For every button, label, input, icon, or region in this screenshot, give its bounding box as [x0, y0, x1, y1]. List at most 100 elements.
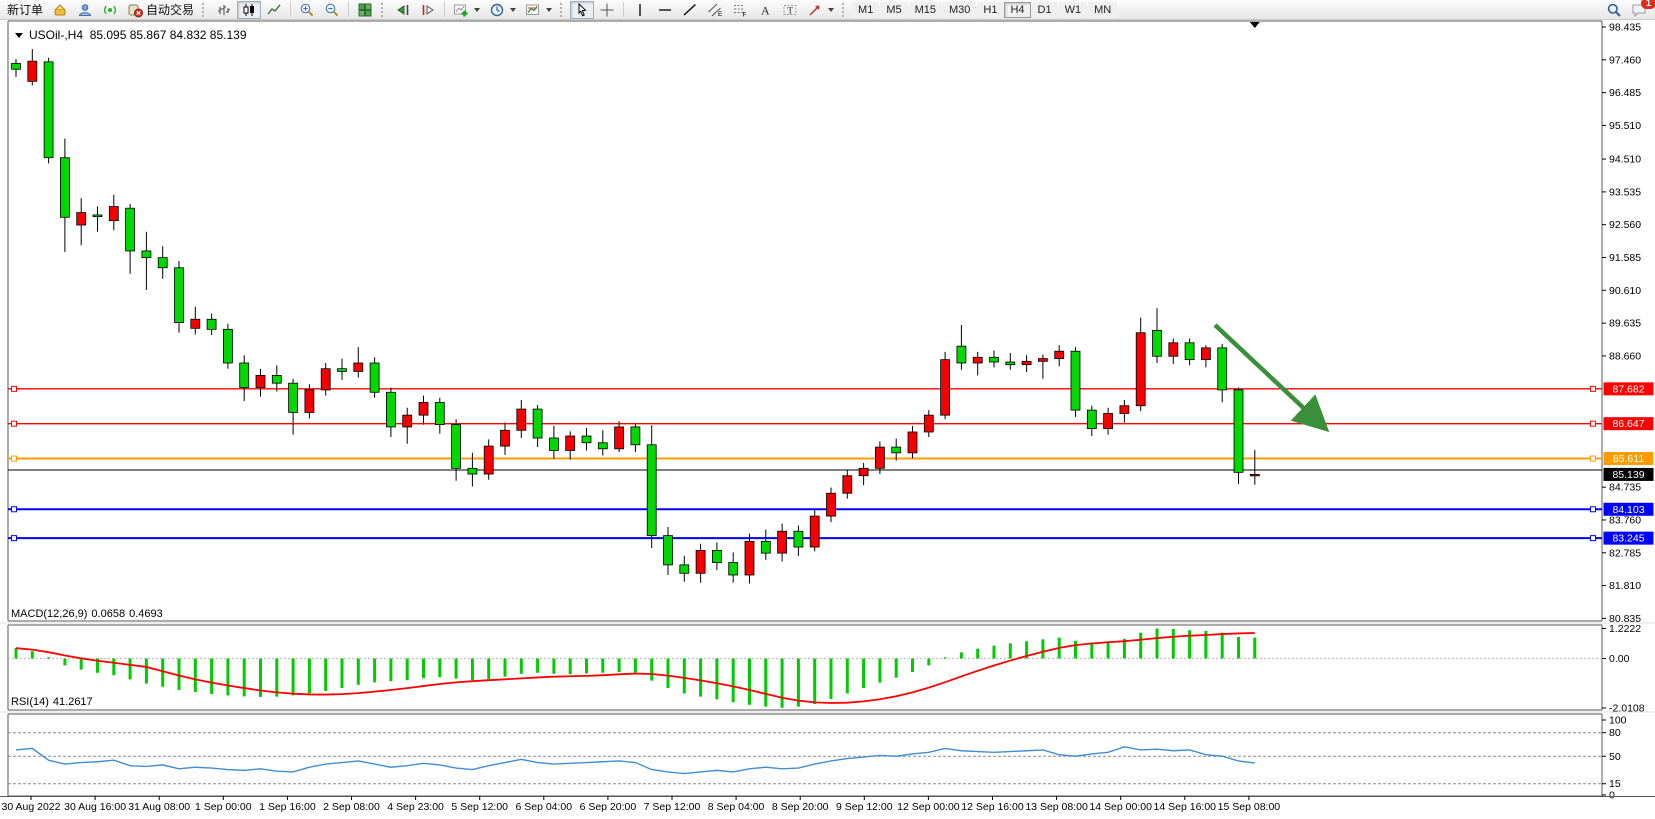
search-button[interactable]: [1602, 1, 1626, 19]
timeframe-button-w1[interactable]: W1: [1058, 1, 1088, 18]
zoom-in-icon: [300, 3, 314, 16]
toolbar-grip: [202, 2, 207, 17]
candle: [1152, 329, 1162, 357]
autotrading-button[interactable]: 自动交易: [123, 1, 198, 19]
timeframe-button-mn[interactable]: MN: [1088, 1, 1118, 18]
signals-button[interactable]: [98, 1, 122, 19]
hline-handle[interactable]: [1590, 420, 1596, 427]
candle: [549, 437, 559, 451]
candle: [288, 382, 299, 413]
hline-handle[interactable]: [11, 420, 17, 427]
line-chart-button[interactable]: [262, 1, 286, 19]
price-scale[interactable]: 98.435 97.460 96.485 95.510 94.510 93.535 92.5…: [1602, 22, 1654, 625]
indicators-button[interactable]: [449, 1, 484, 19]
candle: [255, 375, 266, 388]
price-tick-label: 82.785: [1609, 547, 1641, 559]
text-label-button[interactable]: T: [778, 1, 802, 19]
hline-handle[interactable]: [11, 535, 17, 542]
rsi-value: 41.2617: [52, 696, 93, 708]
timeframe-button-h1[interactable]: H1: [977, 1, 1004, 18]
main-toolbar: 新订单 自动交易: [0, 0, 1655, 20]
timeframe-button-d1[interactable]: D1: [1031, 1, 1058, 18]
zoom-out-button[interactable]: [320, 1, 344, 19]
time-tick-label: 8 Sep 04:00: [708, 801, 765, 813]
periods-button[interactable]: [485, 1, 520, 19]
candle: [744, 540, 755, 576]
time-tick-label: 30 Aug 2022: [2, 801, 61, 813]
macd-scale-label: 1.2222: [1609, 623, 1641, 635]
text-button[interactable]: A: [753, 1, 777, 19]
trendline-button[interactable]: [678, 1, 702, 19]
hline-handle[interactable]: [11, 455, 17, 462]
vertical-line-button[interactable]: [628, 1, 652, 19]
hline-handle[interactable]: [1590, 506, 1596, 513]
market-button[interactable]: [48, 1, 72, 19]
price-tick-label: 96.485: [1609, 87, 1641, 99]
candle: [532, 408, 543, 439]
timeframe-button-m15[interactable]: M15: [908, 1, 942, 18]
candle: [451, 424, 462, 469]
timeframe-button-m30[interactable]: M30: [943, 1, 977, 18]
auto-scroll-button[interactable]: [391, 1, 415, 19]
tile-windows-button[interactable]: [353, 1, 377, 19]
cursor-button[interactable]: [570, 0, 595, 19]
new-order-button[interactable]: 新订单: [3, 1, 47, 19]
svg-text:85.611: 85.611: [1613, 453, 1644, 465]
price-badge-85.139: 85.139: [1603, 467, 1654, 481]
time-tick-label: 8 Sep 20:00: [772, 801, 829, 813]
macd-name: MACD(12,26,9): [11, 608, 88, 620]
candle: [858, 467, 869, 477]
hline-handle[interactable]: [11, 506, 17, 513]
templates-button[interactable]: [521, 1, 556, 19]
macd-value-main: 0.0658: [91, 608, 126, 620]
price-badge-85.611: 85.611: [1603, 452, 1654, 466]
trend-arrow[interactable]: [1213, 323, 1330, 433]
hline-handle[interactable]: [11, 385, 17, 392]
candle: [1005, 361, 1016, 366]
candle: [842, 475, 853, 494]
arrows-button[interactable]: [803, 1, 838, 19]
candle: [728, 562, 739, 576]
chart-shift-button[interactable]: [416, 1, 440, 19]
community-button[interactable]: [73, 1, 97, 19]
line-chart-icon: [267, 4, 281, 14]
price-tick-label: 91.585: [1609, 252, 1641, 264]
horizontal-lines-layer: [8, 385, 1602, 542]
price-tick-label: 90.610: [1609, 285, 1641, 297]
auto-scroll-icon: [397, 4, 409, 15]
candle: [125, 207, 135, 252]
horizontal-line-button[interactable]: [653, 1, 677, 19]
candle: [597, 442, 608, 450]
hline-handle[interactable]: [1590, 385, 1596, 392]
time-tick-label: 1 Sep 16:00: [259, 801, 316, 813]
candle: [60, 157, 70, 218]
pane-splitter[interactable]: [0, 711, 1655, 713]
symbol-dropdown-icon[interactable]: [15, 32, 23, 38]
timeframe-button-m5[interactable]: M5: [880, 1, 908, 18]
equidistant-channel-button[interactable]: E: [703, 1, 727, 19]
chart-symbol-period: USOil-,H4: [29, 28, 84, 42]
candle: [646, 444, 657, 537]
pane-splitter[interactable]: [0, 622, 1655, 624]
time-tick-label: 30 Aug 16:00: [64, 801, 126, 813]
crosshair-button[interactable]: [595, 1, 619, 19]
candle: [923, 414, 934, 433]
time-tick-label: 14 Sep 16:00: [1154, 801, 1217, 813]
timeframe-button-m1[interactable]: M1: [852, 1, 880, 18]
bar-chart-button[interactable]: [212, 1, 236, 19]
candle: [320, 368, 331, 391]
candlestick-chart-button[interactable]: [237, 0, 262, 19]
zoom-in-button[interactable]: [295, 1, 319, 19]
chart-shift-marker[interactable]: [1249, 22, 1260, 28]
fibonacci-button[interactable]: F: [728, 1, 752, 19]
chat-button[interactable]: 1: [1627, 0, 1655, 19]
hline-handle[interactable]: [1590, 455, 1596, 462]
hline-handle[interactable]: [1590, 535, 1596, 542]
svg-text:T: T: [788, 5, 794, 15]
time-scale[interactable]: 30 Aug 2022 30 Aug 16:00 31 Aug 08:00 1 Sep…: [0, 796, 1655, 813]
candle: [972, 356, 983, 364]
timeframe-button-h4[interactable]: H4: [1004, 1, 1031, 18]
time-tick-label: 5 Sep 12:00: [451, 801, 508, 813]
autotrading-label: 自动交易: [146, 3, 195, 17]
